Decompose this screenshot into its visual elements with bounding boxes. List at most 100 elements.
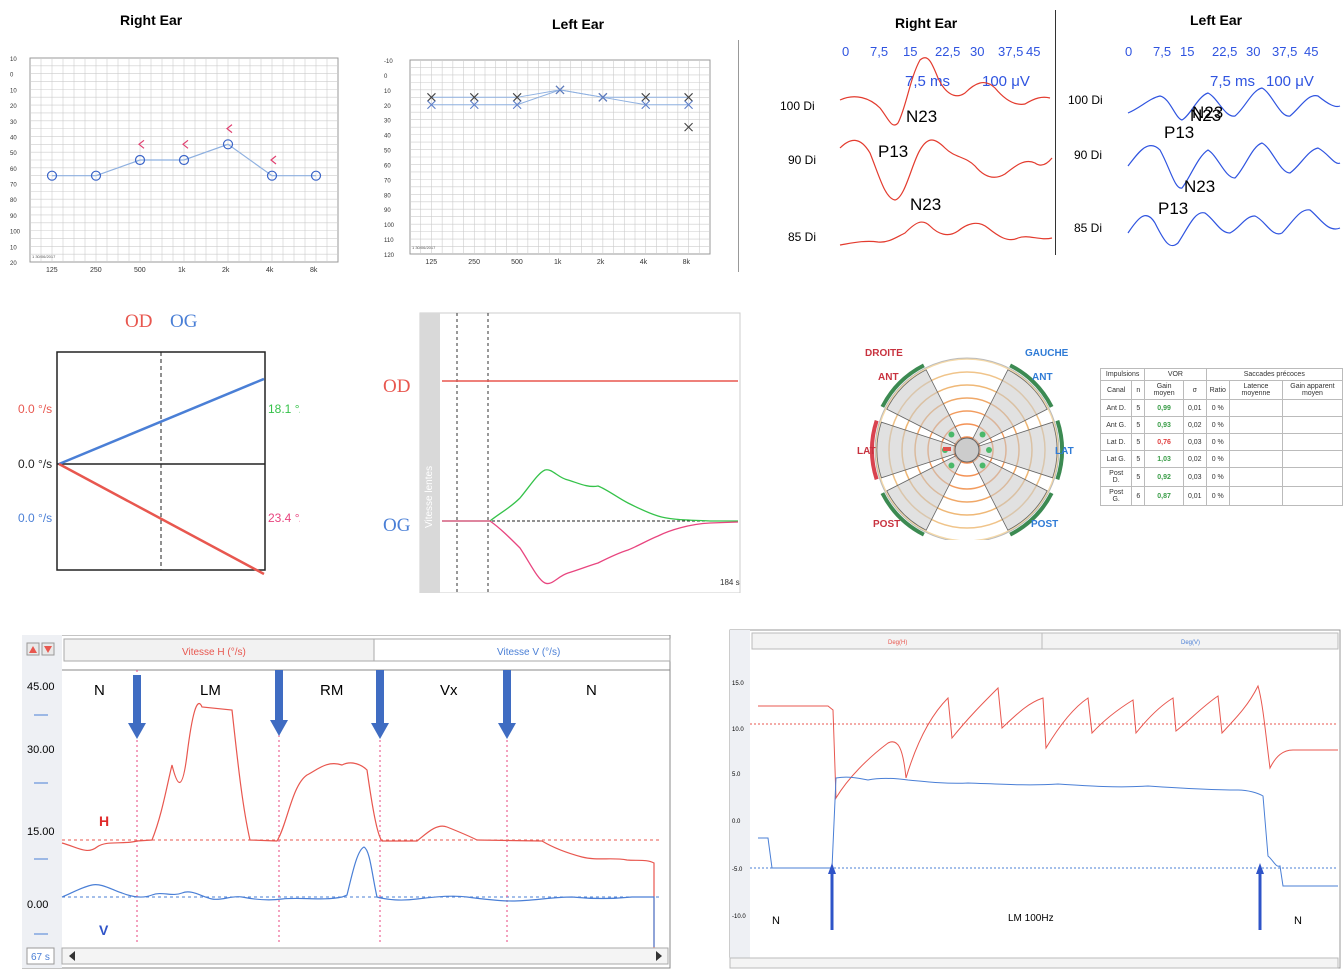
vhit-head-vor: VOR [1144, 368, 1207, 381]
al-ytick: 40 [384, 134, 391, 140]
ar-xtick: 125 [46, 267, 58, 274]
nystagmus-h-trace [61, 703, 655, 955]
vhit-table-row: Lat G. 5 1,03 0,02 0 % [1099, 450, 1343, 468]
nystagmus-time: 67 s [31, 952, 50, 963]
nystagmus-seg-n1: N [94, 682, 105, 699]
vhit-table-cell [1281, 416, 1343, 434]
lm100-chart: Deg(H) Deg(V) 15.0 10.0 5.0 0.0 -5.0 -10… [729, 629, 1341, 969]
vhit-table: Impulsions VOR Saccades précoces Canal n G… [1099, 368, 1343, 506]
vhit-table-cell: 0,01 [1182, 486, 1207, 506]
lm100-label-n2: N [1294, 915, 1302, 927]
audiogram-right-footer: 1 30/06/2017 [32, 254, 56, 259]
al-ytick: 120 [384, 253, 395, 259]
lm100-axis-panel [730, 630, 750, 968]
lm100-v-trace [758, 776, 1338, 887]
vhit-label-ant-right: ANT [1032, 372, 1053, 383]
ar-xtick: 4k [266, 267, 274, 274]
ar-ytick: 30 [10, 120, 17, 126]
vemp-right-peak-n23-a: N23 [906, 107, 937, 126]
vhit-table-cell: 0 % [1205, 416, 1230, 434]
vhit-table-cell: Post G. [1099, 486, 1133, 506]
ar-xtick: 8k [310, 267, 318, 274]
vemp-divider [1055, 10, 1056, 255]
nystagmus-label-v: V [99, 922, 109, 938]
nystagmus-time-box [26, 947, 55, 965]
vhit-table-head-cols: Canal n Gain moyen σ Ratio Latence moyenne Gai… [1099, 380, 1343, 400]
vr-scale-tick: 37,5 [998, 44, 1023, 59]
vhit-arc [870, 420, 879, 480]
vhit-table-row: Post D. 5 0,92 0,03 0 % [1099, 467, 1343, 487]
vl-scale-tick: 15 [1180, 44, 1194, 59]
vhit-label-droite: DROITE [865, 348, 903, 359]
audiogram-right-point [310, 170, 322, 181]
vemp-left-row-2: 90 Di [1074, 148, 1102, 162]
al-ytick: -10 [384, 59, 393, 65]
lm100-h-trace [758, 684, 1338, 800]
ar-xtick: 250 [90, 267, 102, 274]
al-xtick: 500 [511, 259, 523, 266]
audiogram-left-title: Left Ear [552, 16, 605, 32]
al-xtick: 4k [640, 259, 648, 266]
rotatory-chart: OD OG 0.0 °/s 0.0 °/s 0.0 °/s 18.1 °/s 2… [18, 311, 300, 576]
al-ytick: 90 [384, 208, 391, 214]
vhit-table-cell: 5 [1131, 450, 1146, 468]
scroll-right-icon[interactable] [656, 951, 662, 961]
nystagmus-tab-v-label: Vitesse V (°/s) [497, 647, 560, 658]
lm100-scrollbar[interactable] [729, 957, 1339, 969]
audiogram-right-point [266, 170, 278, 181]
nystagmus-arrow-2-icon [270, 670, 288, 736]
audiogram-right-bc-mark [138, 139, 145, 149]
audiogram-right-bc-mark [270, 155, 277, 165]
audiogram-left-point [469, 100, 479, 110]
nystagmus-seg-vx: Vx [440, 682, 458, 699]
nystagmus-label-h: H [99, 813, 109, 829]
vhit-table-cell [1228, 433, 1283, 451]
vhit-outer-ring [874, 357, 1060, 540]
lm100-tab-v[interactable] [1041, 632, 1339, 650]
vhit-table-cell: 0 % [1205, 433, 1230, 451]
vl-scale-tick: 7,5 [1153, 44, 1171, 59]
vhit-sector [966, 449, 1048, 531]
vhit-arc [880, 492, 925, 537]
vhit-table-cell: 0,93 [1144, 416, 1184, 434]
ar-ytick: 10 [10, 57, 17, 63]
al-xtick: 8k [683, 259, 691, 266]
vhit-label-lat-left: LAT [857, 446, 876, 457]
lm100-arrow-1-icon [828, 863, 836, 930]
divider-line [738, 40, 739, 272]
vhit-table-cell [1228, 416, 1283, 434]
nystagmus-axis-panel [22, 635, 62, 968]
vhit-table-cell [1228, 467, 1283, 487]
lm100-tab-v-label: Deg(V) [1181, 640, 1200, 646]
caloric-time: 184 s [720, 578, 740, 587]
vhit-label-post-left: POST [873, 519, 900, 530]
vhit-table-row: Ant D. 5 0,99 0,01 0 % [1099, 399, 1343, 417]
nystagmus-arrow-3-icon [371, 670, 389, 739]
audiogram-left-point [427, 92, 436, 102]
audiogram-left-point [427, 100, 436, 110]
audiogram-right-line [52, 143, 316, 177]
vemp-left-trace-2 [1127, 142, 1341, 189]
al-ytick: 80 [384, 193, 391, 199]
vhit-table-cell [1228, 486, 1283, 506]
vemp-left-peak-p13-b: P13 [1158, 199, 1188, 218]
vemp-right-row-3: 85 Di [788, 230, 816, 244]
nystagmus-scrollbar[interactable] [61, 947, 669, 965]
vhit-table-cell: 0,03 [1182, 433, 1207, 451]
vr-scale-tick: 15 [903, 44, 917, 59]
vhit-dot [948, 462, 955, 469]
nystagmus-tab-h-label: Vitesse H (°/s) [182, 647, 246, 658]
vhit-table-cell: Post D. [1099, 467, 1133, 487]
ar-ytick: 100 [10, 230, 21, 236]
lm100-label-n1: N [772, 915, 780, 927]
rotatory-od-line [58, 462, 265, 576]
caloric-label-og: OG [383, 515, 411, 536]
vemp-left: 0 7,5 15 22,5 30 37,5 45 7,5 ms 100 μV 100 Di … [1068, 44, 1341, 247]
scroll-left-icon[interactable] [69, 951, 75, 961]
al-ytick: 100 [384, 223, 395, 229]
nystagmus-tab-v[interactable] [373, 638, 671, 662]
vhit-center [954, 437, 980, 463]
lm100-ytick-6: -10.0 [732, 914, 746, 920]
audiogram-left-footer: 1 30/06/2017 [412, 245, 436, 250]
al-ytick: 60 [384, 163, 391, 169]
